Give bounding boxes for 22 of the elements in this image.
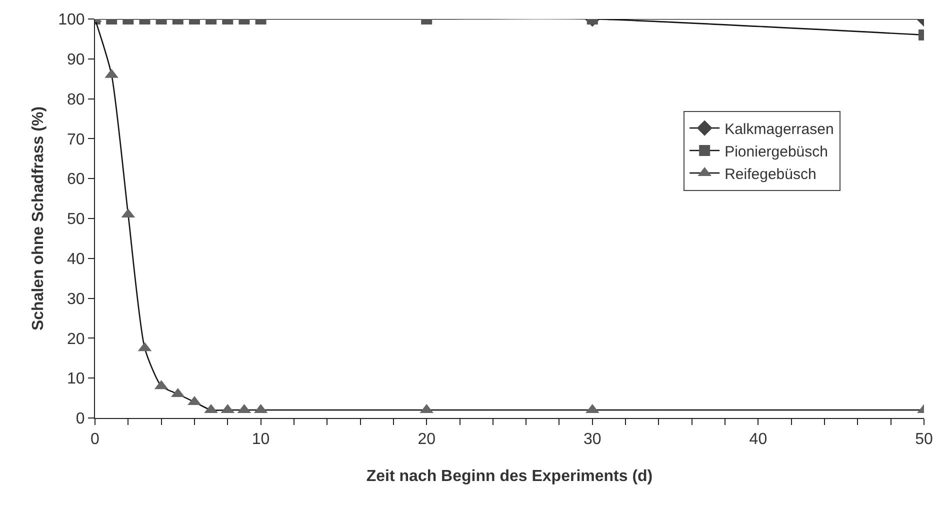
x-tick-label: 50 <box>915 431 933 448</box>
x-axis-title: Zeit nach Beginn des Experiments (d) <box>366 468 653 485</box>
x-tick-label: 20 <box>418 431 436 448</box>
x-tick-label: 0 <box>90 431 100 448</box>
y-tick-label: 60 <box>67 171 85 188</box>
legend-label: Kalkmagerrasen <box>724 120 834 138</box>
y-tick-label: 30 <box>67 290 85 308</box>
y-axis-title: Schalen ohne Schadfrass (%) <box>30 106 47 331</box>
y-tick-label: 0 <box>76 410 85 428</box>
y-tick-label: 100 <box>58 12 85 29</box>
legend-label: Pioniergebüsch <box>724 143 828 160</box>
x-tick-label: 10 <box>252 431 270 448</box>
x-tick-label: 30 <box>584 431 602 448</box>
y-tick-label: 70 <box>67 131 85 148</box>
y-tick-label: 80 <box>67 91 85 108</box>
y-tick-label: 90 <box>67 52 85 68</box>
legend-label: Reifegebüsch <box>724 166 816 183</box>
y-tick-label: 10 <box>67 370 85 388</box>
x-tick-label: 40 <box>749 431 768 448</box>
y-tick-label: 20 <box>67 330 85 348</box>
y-tick-label: 40 <box>67 251 85 268</box>
y-tick-label: 50 <box>67 211 85 228</box>
